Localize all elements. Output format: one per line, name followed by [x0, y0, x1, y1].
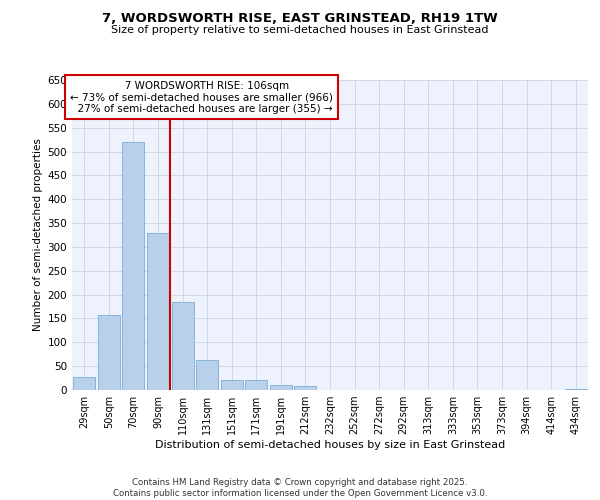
- Bar: [122, 142, 145, 390]
- Bar: [295, 386, 316, 390]
- Text: Contains HM Land Registry data © Crown copyright and database right 2025.
Contai: Contains HM Land Registry data © Crown c…: [113, 478, 487, 498]
- Bar: [270, 385, 292, 390]
- Y-axis label: Number of semi-detached properties: Number of semi-detached properties: [33, 138, 43, 332]
- Text: 7 WORDSWORTH RISE: 106sqm
← 73% of semi-detached houses are smaller (966)
  27% : 7 WORDSWORTH RISE: 106sqm ← 73% of semi-…: [70, 80, 333, 114]
- Bar: [221, 380, 243, 390]
- Text: Size of property relative to semi-detached houses in East Grinstead: Size of property relative to semi-detach…: [111, 25, 489, 35]
- X-axis label: Distribution of semi-detached houses by size in East Grinstead: Distribution of semi-detached houses by …: [155, 440, 505, 450]
- Bar: [73, 376, 95, 390]
- Bar: [196, 360, 218, 390]
- Bar: [172, 302, 194, 390]
- Bar: [245, 380, 268, 390]
- Text: 7, WORDSWORTH RISE, EAST GRINSTEAD, RH19 1TW: 7, WORDSWORTH RISE, EAST GRINSTEAD, RH19…: [102, 12, 498, 26]
- Bar: [147, 232, 169, 390]
- Bar: [98, 314, 120, 390]
- Bar: [565, 389, 587, 390]
